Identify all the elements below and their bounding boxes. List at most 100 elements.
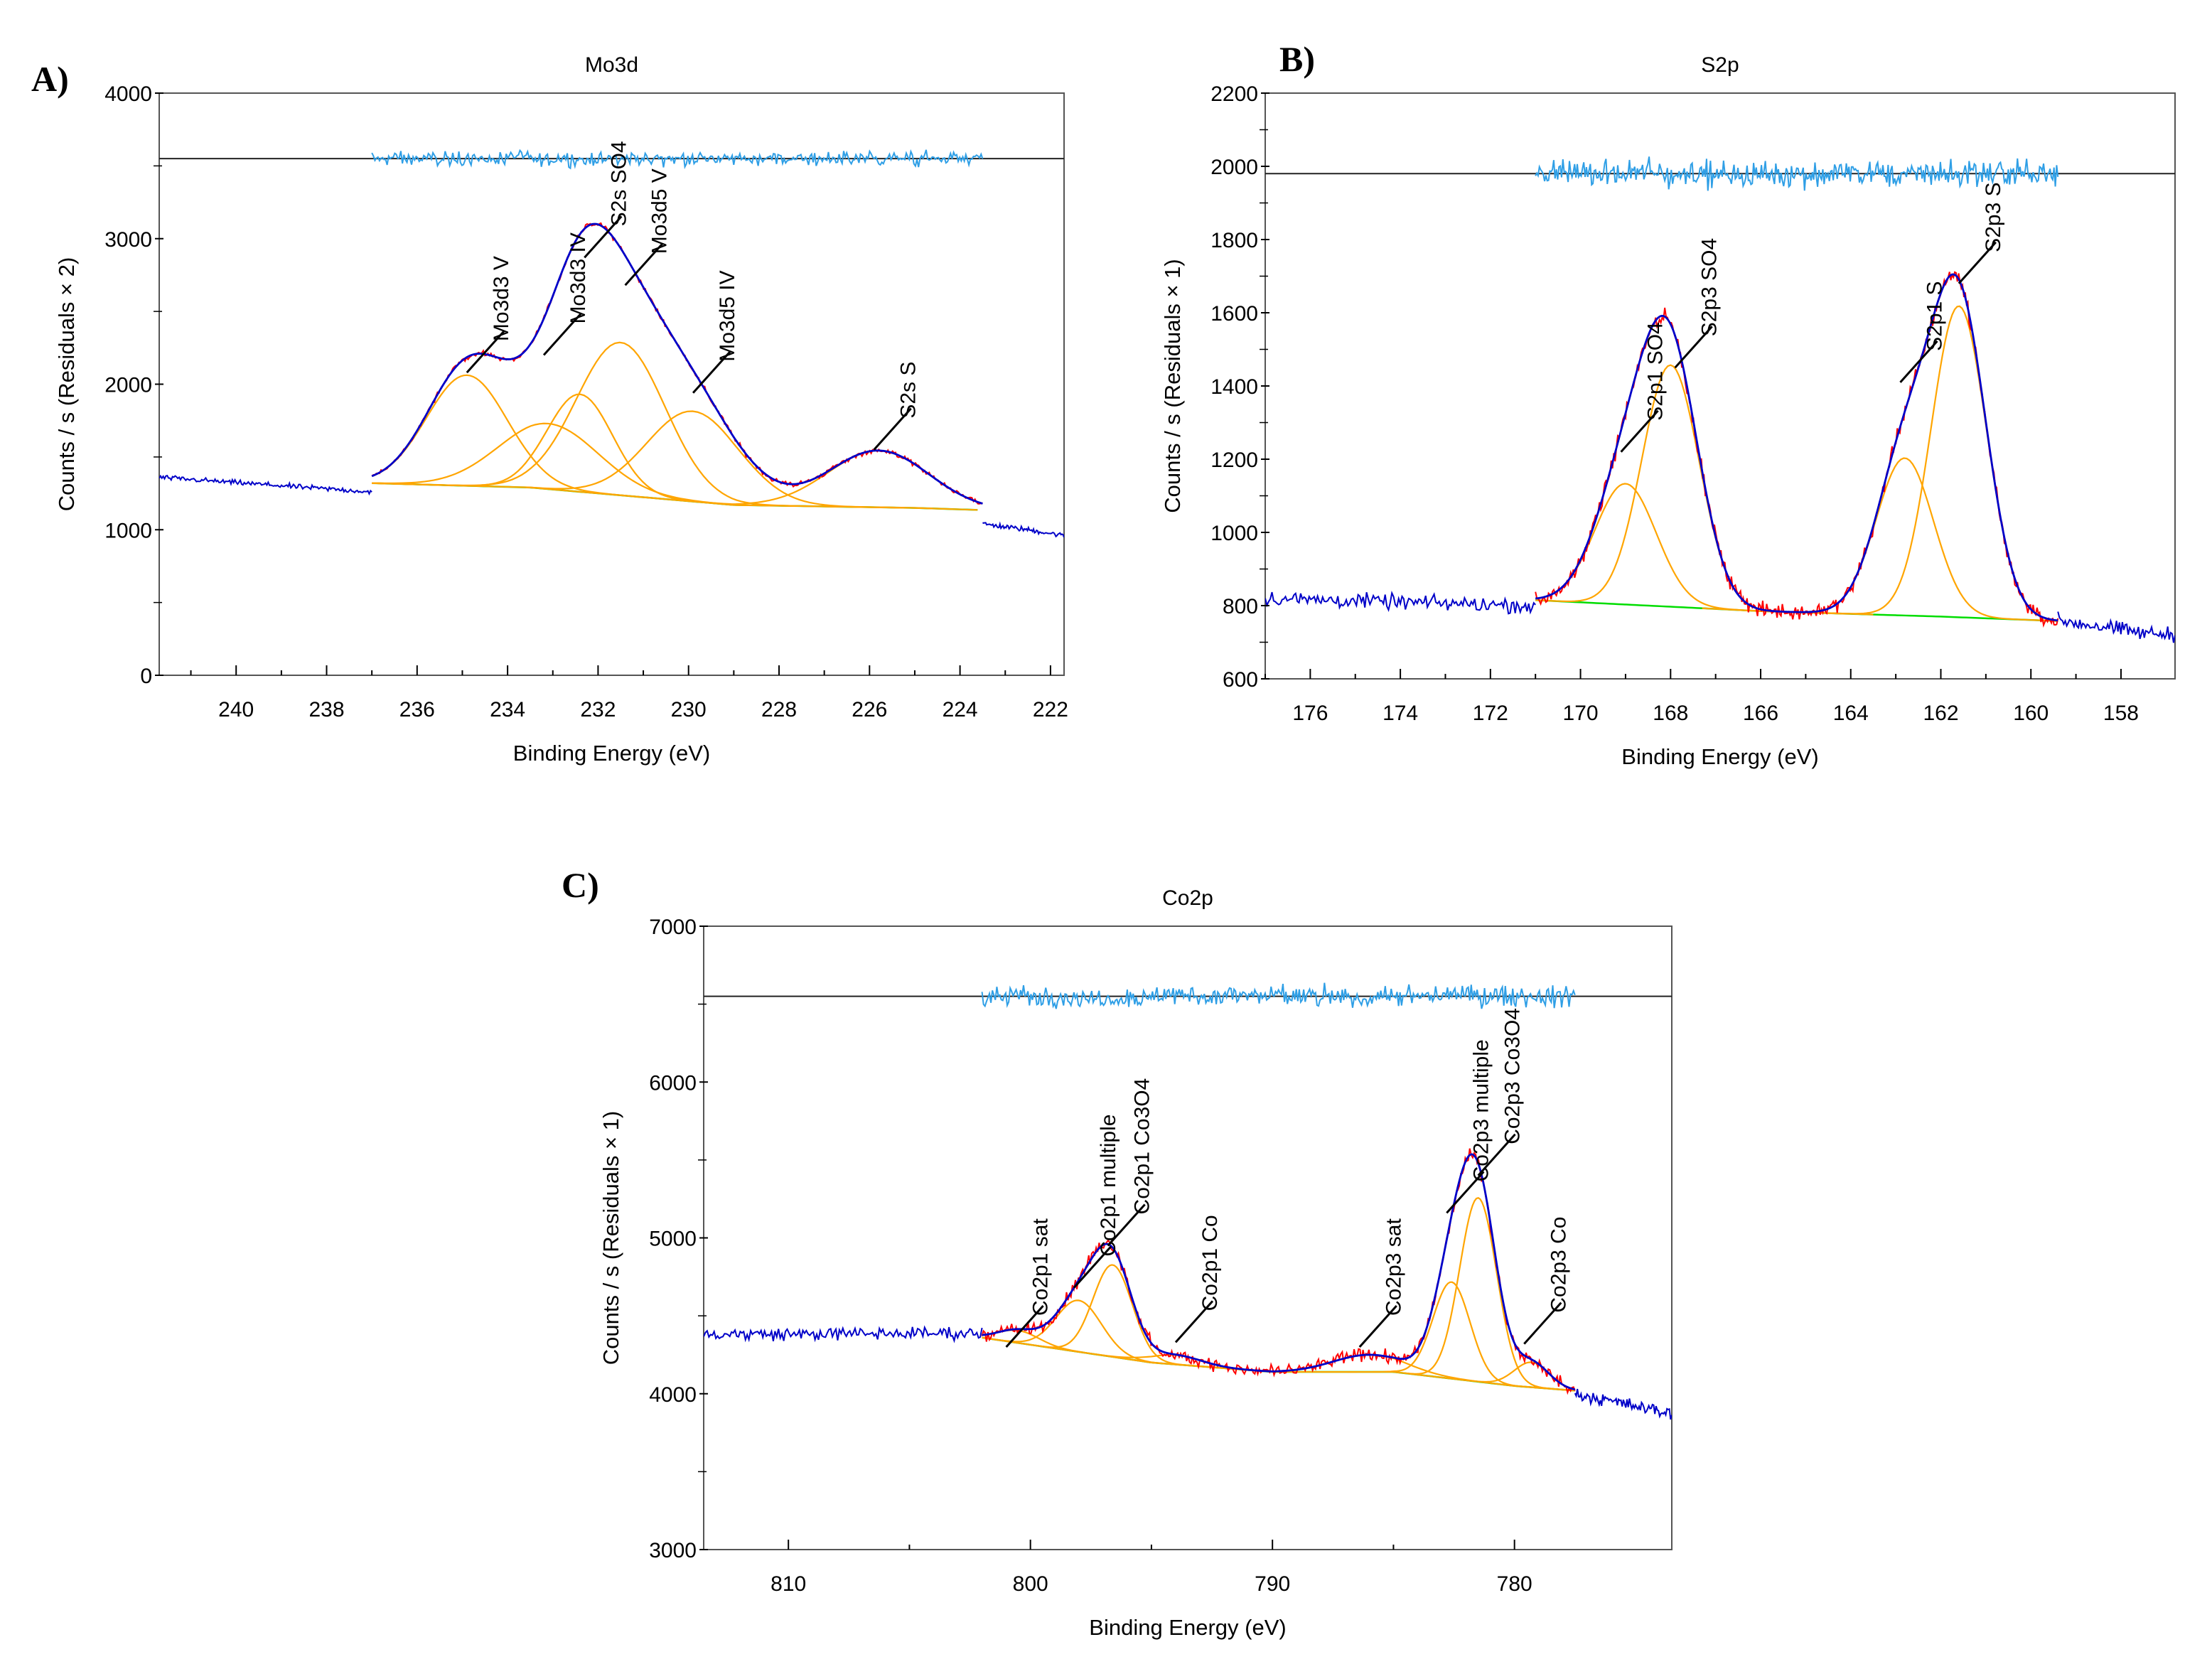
plot-area: [1265, 156, 2175, 643]
plot-area: [704, 982, 1672, 1420]
y-tick-label: 1600: [1210, 302, 1258, 326]
annotation-leader: [1674, 326, 1713, 369]
x-tick-label: 230: [671, 698, 707, 721]
annotation-label: Mo3d3 IV: [567, 232, 590, 323]
annotation-label: S2p1 S: [1923, 281, 1946, 350]
annotation-label: Mo3d5 IV: [716, 270, 739, 361]
panel-mo3d: A) Mo3d 240 238 236 234 232 230 228 226 224 222 0 100…: [31, 53, 1068, 766]
residuals: [371, 149, 984, 170]
chart-title: S2p: [1701, 53, 1739, 77]
x-tick-label: 168: [1653, 702, 1688, 725]
annotation-leader: [1005, 1304, 1044, 1348]
raw-data-left: [159, 474, 372, 496]
fit-envelope: [982, 1153, 1576, 1391]
x-tick-label: 800: [1013, 1572, 1048, 1596]
y-tick-label: 600: [1223, 668, 1258, 692]
y-tick-label: 4000: [649, 1383, 697, 1407]
x-axis-label: Binding Energy (eV): [513, 741, 710, 766]
raw-data-right: [2057, 611, 2175, 643]
annotation-label: S2p3 S: [1982, 182, 2005, 252]
y-tick-label: 4000: [104, 82, 152, 106]
annotation-leader: [873, 407, 912, 451]
x-tick-label: 228: [761, 698, 797, 721]
y-tick-label: 5000: [649, 1228, 697, 1251]
y-tick-label: 800: [1223, 595, 1258, 618]
panel-s2p: B) S2p 176 174 172 170 168 166 164 162 160 158 600 80…: [1160, 39, 2176, 769]
y-tick-label: 3000: [649, 1539, 697, 1562]
x-tick-label: 176: [1292, 702, 1328, 725]
panel-co2p: C) Co2p 810 800 790 780 3000 4000 5000 6000 7000 Bi…: [562, 865, 1673, 1640]
y-tick-label: 1800: [1210, 229, 1258, 252]
y-tick-label: 3000: [104, 228, 152, 252]
panel-label: B): [1279, 39, 1315, 79]
annotation-label: S2s SO4: [607, 141, 630, 226]
annotation-leader: [542, 313, 582, 356]
annotation-label: Mo3d3 V: [490, 256, 513, 341]
raw-data-right: [982, 521, 1064, 538]
component-peak-5: [372, 410, 978, 511]
x-tick-label: 160: [2013, 702, 2049, 725]
annotation-leader: [1358, 1304, 1397, 1348]
annotation-label: Co2p3 Co3O4: [1501, 1008, 1525, 1144]
annotation-leader: [1523, 1302, 1562, 1345]
annotation-leader: [1107, 1203, 1146, 1247]
annotation-leader: [466, 331, 505, 374]
annotation-leader: [692, 350, 731, 394]
residuals: [981, 982, 1576, 1009]
panel-label: C): [562, 865, 599, 905]
x-tick-label: 172: [1473, 702, 1508, 725]
y-axis-label: Counts / s (Residuals × 2): [54, 257, 79, 512]
annotation-label: Co2p1 Co: [1198, 1215, 1222, 1311]
fit-envelope: [1535, 273, 2058, 622]
annotation-leader: [1174, 1300, 1214, 1343]
annotation-leader: [1477, 1133, 1516, 1176]
x-tick-label: 234: [490, 698, 525, 721]
x-tick-label: 170: [1563, 702, 1599, 725]
x-tick-label: 166: [1743, 702, 1778, 725]
annotation-label: S2p1 SO4: [1644, 322, 1668, 420]
x-tick-label: 236: [399, 698, 435, 721]
residuals: [1535, 156, 2059, 191]
x-tick-label: 174: [1382, 702, 1418, 725]
x-tick-label: 164: [1833, 702, 1869, 725]
x-tick-label: 240: [218, 698, 254, 721]
annotation-label: Co2p3 sat: [1382, 1218, 1406, 1316]
x-tick-label: 162: [1923, 702, 1958, 725]
raw-data-right: [1574, 1388, 1672, 1420]
y-tick-label: 2000: [1210, 156, 1258, 179]
y-tick-label: 0: [140, 665, 152, 688]
annotation-label: Co2p1 multiple: [1097, 1115, 1120, 1257]
annotation-leader: [584, 215, 623, 259]
x-tick-label: 222: [1033, 698, 1068, 721]
y-tick-label: 1400: [1210, 375, 1258, 399]
annotation-label: S2s S: [897, 362, 920, 419]
fit-envelope: [371, 222, 983, 505]
y-tick-label: 2000: [104, 374, 152, 397]
raw-data-left: [704, 1325, 983, 1343]
annotation-leader: [1958, 241, 1997, 284]
x-axis-label: Binding Energy (eV): [1621, 744, 1818, 769]
x-tick-label: 810: [771, 1572, 806, 1596]
x-tick-label: 790: [1255, 1572, 1290, 1596]
component-peak-7: [1347, 1196, 1574, 1392]
y-tick-label: 6000: [649, 1071, 697, 1095]
x-tick-label: 224: [943, 698, 978, 721]
y-tick-label: 1000: [1210, 522, 1258, 545]
y-axis-label: Counts / s (Residuals × 1): [1160, 259, 1185, 513]
x-tick-label: 780: [1497, 1572, 1532, 1596]
y-axis-label: Counts / s (Residuals × 1): [598, 1111, 623, 1365]
annotation-label: Co2p1 Co3O4: [1131, 1078, 1154, 1215]
annotation-label: Co2p3 multiple: [1469, 1039, 1493, 1181]
y-tick-label: 1200: [1210, 449, 1258, 472]
raw-data-left: [1265, 590, 1536, 615]
annotation-label: Co2p1 sat: [1029, 1218, 1053, 1316]
annotation-label: S2p3 SO4: [1698, 238, 1722, 336]
x-tick-label: 238: [308, 698, 344, 721]
annotation-leader: [1620, 409, 1659, 453]
x-tick-label: 158: [2103, 702, 2139, 725]
x-axis-label: Binding Energy (eV): [1089, 1615, 1286, 1640]
y-tick-label: 2200: [1210, 82, 1258, 106]
y-tick-label: 1000: [104, 519, 152, 542]
x-tick-label: 232: [580, 698, 616, 721]
